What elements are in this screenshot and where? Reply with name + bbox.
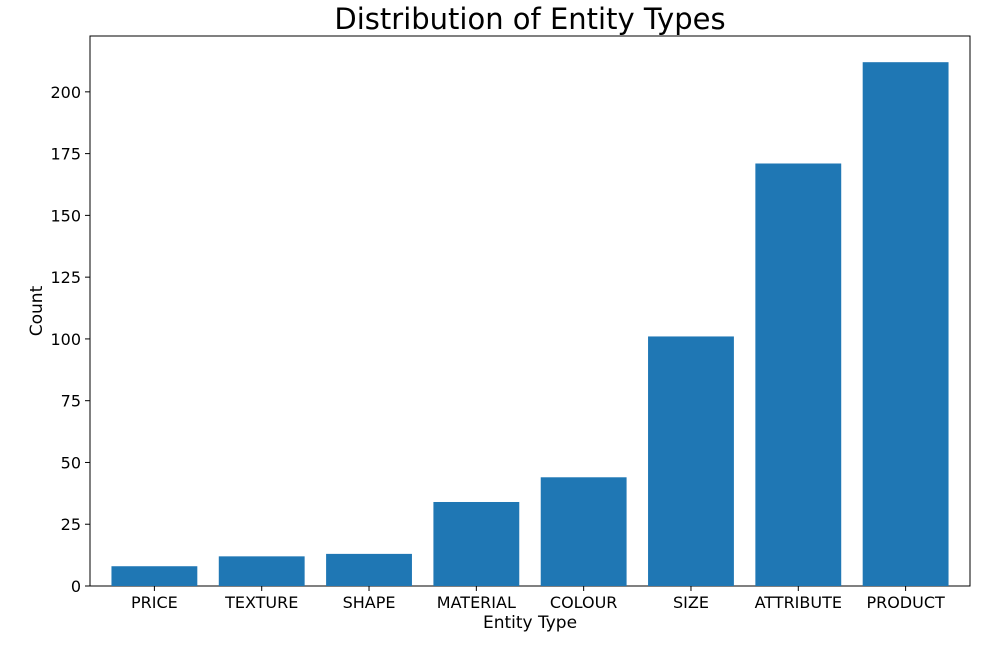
y-tick-label: 0	[71, 577, 81, 596]
x-axis-label: Entity Type	[483, 613, 577, 633]
x-tick-label: TEXTURE	[224, 593, 298, 612]
bar-size	[648, 336, 734, 586]
x-tick-label: MATERIAL	[437, 593, 516, 612]
plot-area: 0 25 50 75 100 125 150 175 200 PRICE TEXTURE SHAPE…	[50, 35, 971, 612]
bar-colour	[540, 477, 627, 586]
y-tick-label: 75	[61, 392, 81, 411]
bar-texture	[218, 556, 305, 586]
y-tick-label: 150	[50, 206, 81, 225]
y-axis-label: Count	[27, 285, 47, 336]
y-tick-label: 50	[61, 453, 81, 472]
bar-shape	[326, 553, 412, 586]
y-tick-label: 100	[50, 330, 81, 349]
chart-title: Distribution of Entity Types	[334, 2, 725, 36]
bar-product	[862, 62, 949, 586]
bar-price	[111, 566, 198, 586]
x-axis: PRICE TEXTURE SHAPE MATERIAL COLOUR SIZE ATTRI…	[131, 586, 945, 612]
x-tick-label: PRODUCT	[866, 593, 945, 612]
x-tick-label: PRICE	[131, 593, 178, 612]
bar-material	[433, 501, 520, 586]
bar-attribute	[755, 163, 842, 586]
y-axis: 0 25 50 75 100 125 150 175 200	[50, 83, 90, 596]
x-tick-label: SIZE	[673, 593, 709, 612]
y-tick-label: 25	[61, 515, 81, 534]
bars-group	[111, 62, 949, 586]
y-tick-label: 175	[50, 145, 81, 164]
y-tick-label: 200	[50, 83, 81, 102]
x-tick-label: SHAPE	[343, 593, 396, 612]
plot-frame	[89, 35, 971, 587]
x-tick-label: COLOUR	[550, 593, 618, 612]
y-tick-label: 125	[50, 268, 81, 287]
x-tick-label: ATTRIBUTE	[755, 593, 842, 612]
